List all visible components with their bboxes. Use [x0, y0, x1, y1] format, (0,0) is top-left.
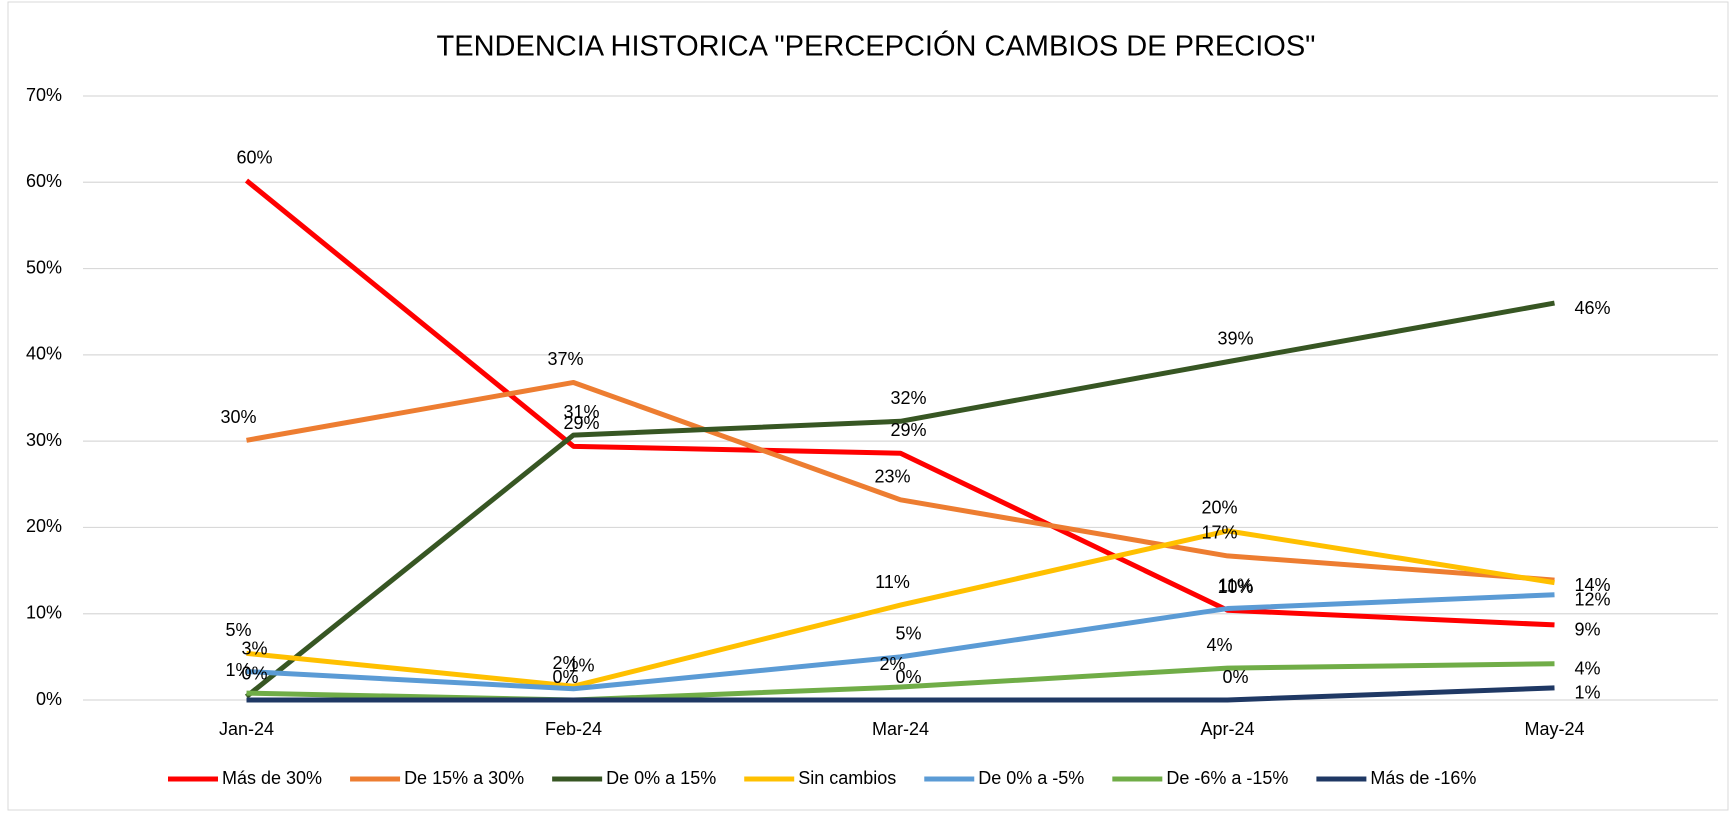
y-tick-label: 0%	[36, 689, 62, 709]
y-tick-label: 60%	[26, 171, 62, 191]
legend-label: De 0% a -5%	[978, 768, 1084, 788]
data-label: 0%	[552, 667, 578, 687]
series-line	[246, 528, 1555, 689]
data-label: 23%	[874, 467, 910, 487]
data-label: 60%	[236, 147, 272, 167]
x-tick-label: May-24	[1524, 719, 1584, 739]
data-label: 12%	[1575, 589, 1611, 609]
y-tick-label: 70%	[26, 85, 62, 105]
chart-title: TENDENCIA HISTORICA "PERCEPCIÓN CAMBIOS …	[437, 30, 1316, 63]
data-label: 1%	[1575, 683, 1601, 703]
legend-label: De 15% a 30%	[404, 768, 524, 788]
data-label: 0%	[895, 667, 921, 687]
data-label: 0%	[241, 663, 267, 683]
legend-label: Más de 30%	[222, 768, 322, 788]
data-label: 29%	[890, 420, 926, 440]
data-label: 31%	[563, 402, 599, 422]
legend-label: Más de -16%	[1370, 768, 1476, 788]
data-label: 2%	[879, 654, 905, 674]
data-label: 4%	[1575, 659, 1601, 679]
data-label: 4%	[1206, 635, 1232, 655]
data-label: 1%	[568, 656, 594, 676]
y-tick-label: 20%	[26, 516, 62, 536]
legend-label: Sin cambios	[798, 768, 896, 788]
data-label: 5%	[895, 624, 921, 644]
data-label: 17%	[1201, 523, 1237, 543]
x-tick-label: Apr-24	[1200, 719, 1254, 739]
data-label: 11%	[1218, 575, 1253, 595]
series-line	[246, 685, 1555, 703]
data-label: 5%	[225, 620, 251, 640]
y-tick-label: 10%	[26, 602, 62, 622]
data-label: 46%	[1575, 298, 1611, 318]
series-line	[246, 592, 1555, 692]
legend-label: De 0% a 15%	[606, 768, 716, 788]
data-label: 3%	[241, 638, 267, 658]
y-tick-label: 50%	[26, 257, 62, 277]
data-label: 9%	[1575, 620, 1601, 640]
y-tick-label: 30%	[26, 430, 62, 450]
x-tick-label: Jan-24	[219, 719, 274, 739]
data-label: 29%	[563, 413, 599, 433]
data-label: 20%	[1201, 498, 1237, 518]
data-label: 30%	[220, 407, 256, 427]
data-label: 37%	[547, 349, 583, 369]
x-tick-label: Mar-24	[872, 719, 929, 739]
y-tick-label: 40%	[26, 344, 62, 364]
data-label: 0%	[1222, 667, 1248, 687]
data-label: 32%	[890, 388, 926, 408]
data-label: 1%	[225, 660, 251, 680]
series-line	[246, 379, 1555, 583]
data-label: 14%	[1575, 575, 1611, 595]
x-tick-label: Feb-24	[545, 719, 602, 739]
legend-label: De -6% a -15%	[1166, 768, 1288, 788]
series-line	[244, 178, 1555, 628]
series-line	[244, 300, 1555, 699]
data-label: 39%	[1217, 329, 1253, 349]
data-label: 2%	[552, 653, 578, 673]
data-label: 10%	[1217, 577, 1253, 597]
data-label: 11%	[875, 572, 910, 592]
